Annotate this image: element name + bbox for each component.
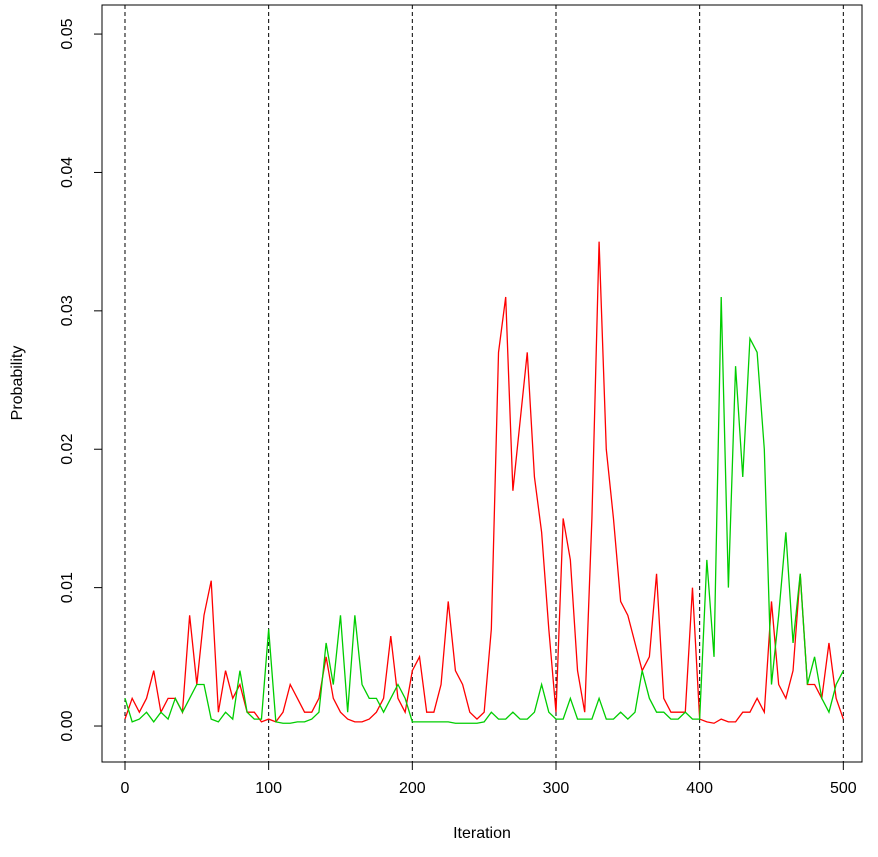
y-tick-label: 0.00: [59, 710, 76, 741]
y-tick-label: 0.04: [59, 157, 76, 188]
y-axis-label: Probability: [9, 346, 26, 421]
y-tick-label: 0.01: [59, 572, 76, 603]
y-tick-label: 0.05: [59, 18, 76, 49]
series-line: [124, 296, 844, 724]
x-tick-label: 400: [686, 780, 713, 797]
x-tick-label: 500: [830, 780, 857, 797]
y-tick-label: 0.02: [59, 434, 76, 465]
y-tick-label: 0.03: [59, 295, 76, 326]
x-tick-label: 300: [543, 780, 570, 797]
x-axis-label: Iteration: [453, 825, 511, 842]
x-tick-label: 0: [121, 780, 130, 797]
x-tick-label: 100: [255, 780, 282, 797]
series-line: [124, 241, 844, 724]
x-tick-label: 200: [399, 780, 426, 797]
